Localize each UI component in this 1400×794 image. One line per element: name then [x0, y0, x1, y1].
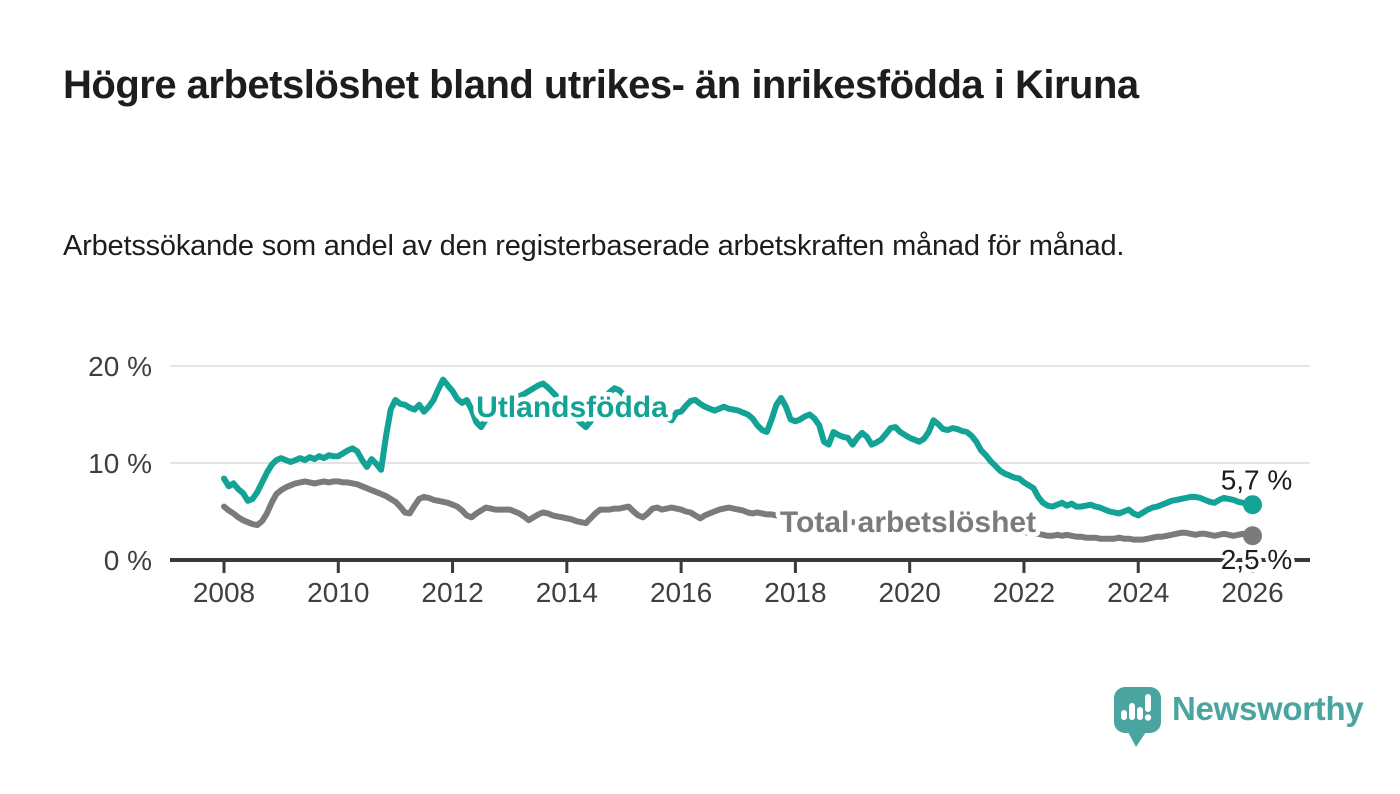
x-tick-label: 2010: [307, 577, 369, 608]
newsworthy-logo-icon: [1114, 687, 1161, 747]
chart-title: Högre arbetslöshet bland utrikes- än inr…: [63, 63, 1139, 107]
x-tick-label: 2008: [193, 577, 255, 608]
series-end-dot-utlandsfodda: [1243, 495, 1263, 515]
series-label-total: Total arbetslöshet: [780, 506, 1036, 539]
newsworthy-logo-text: Newsworthy: [1172, 690, 1364, 727]
chart-subtitle: Arbetssökande som andel av den registerb…: [63, 230, 1125, 262]
end-value-label-utlandsfodda: 5,7 %: [1221, 465, 1293, 496]
y-tick-label: 20 %: [88, 351, 152, 382]
series-label-utlandsfodda: Utlandsfödda: [476, 391, 668, 424]
series-end-dot-total: [1243, 526, 1263, 546]
y-tick-label: 0 %: [104, 545, 152, 576]
y-tick-label: 10 %: [88, 448, 152, 479]
end-value-label-total: 2,5 %: [1221, 544, 1293, 575]
x-tick-label: 2014: [536, 577, 598, 608]
x-tick-label: 2016: [650, 577, 712, 608]
x-tick-label: 2012: [421, 577, 483, 608]
x-tick-label: 2024: [1107, 577, 1169, 608]
series-line-total: [221, 478, 1256, 543]
x-tick-label: 2022: [993, 577, 1055, 608]
x-tick-label: 2026: [1221, 577, 1283, 608]
series-line-utlandsfodda: [221, 376, 1256, 519]
x-tick-label: 2020: [879, 577, 941, 608]
newsworthy-logo: Newsworthy: [1113, 686, 1364, 750]
x-tick-label: 2018: [764, 577, 826, 608]
